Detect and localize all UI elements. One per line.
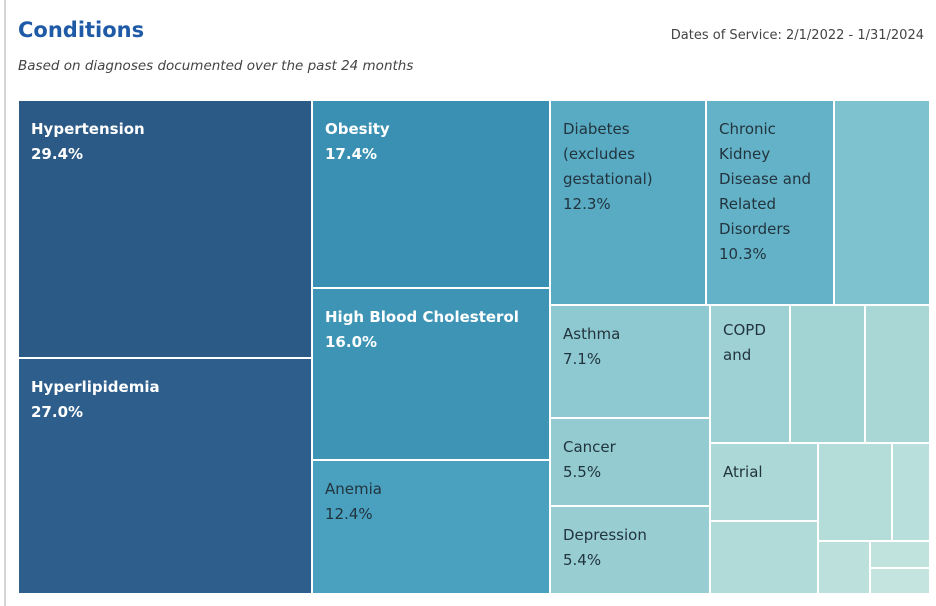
- title: Conditions: [18, 18, 145, 42]
- tile: [710, 521, 818, 594]
- tile: Chronic Kidney Disease and Related Disor…: [706, 100, 834, 305]
- subtitle: Based on diagnoses documented over the p…: [18, 58, 414, 74]
- tile: Hyperlipidemia 27.0%: [18, 358, 312, 594]
- tile: High Blood Cholesterol 16.0%: [312, 288, 550, 460]
- panel: [4, 0, 936, 606]
- tile-label: COPD and: [723, 321, 766, 364]
- tile-label: Atrial: [723, 463, 763, 481]
- tile: Atrial: [710, 443, 818, 521]
- tile: [818, 541, 870, 594]
- tile-value: 16.0%: [325, 333, 378, 351]
- tile: COPD and: [710, 305, 790, 443]
- tile-value: 5.5%: [563, 463, 602, 481]
- tile: Obesity 17.4%: [312, 100, 550, 288]
- tile: Anemia 12.4%: [312, 460, 550, 594]
- tile: [870, 568, 930, 594]
- tile-value: 12.4%: [325, 505, 373, 523]
- tile-label: Obesity: [325, 120, 390, 138]
- tile-label: Cancer: [563, 438, 616, 456]
- tile: [892, 443, 930, 541]
- tile: [865, 305, 930, 443]
- tile-label: Chronic Kidney Disease and Related Disor…: [719, 120, 811, 238]
- tile: Diabetes (excludes gestational) 12.3%: [550, 100, 706, 305]
- tile: Depression 5.4%: [550, 506, 710, 594]
- date-range: Dates of Service: 2/1/2022 - 1/31/2024: [670, 28, 924, 43]
- tile-value: 27.0%: [31, 403, 84, 421]
- tile-label: Anemia: [325, 480, 382, 498]
- tile-label: Diabetes (excludes gestational): [563, 120, 653, 188]
- tile-value: 5.4%: [563, 551, 602, 569]
- tile: [790, 305, 865, 443]
- tile-label: Depression: [563, 526, 647, 544]
- tile: [818, 443, 892, 541]
- tile-label: Hyperlipidemia: [31, 378, 160, 396]
- tile-value: 7.1%: [563, 350, 602, 368]
- tile-value: 29.4%: [31, 145, 84, 163]
- tile: Asthma 7.1%: [550, 305, 710, 418]
- tile: [870, 541, 930, 568]
- tile-value: 12.3%: [563, 195, 611, 213]
- tile-label: High Blood Cholesterol: [325, 308, 519, 326]
- tile-label: Hypertension: [31, 120, 145, 138]
- tile-value: 10.3%: [719, 245, 767, 263]
- tile: Hypertension 29.4%: [18, 100, 312, 358]
- tile-value: 17.4%: [325, 145, 378, 163]
- tile-label: Asthma: [563, 325, 621, 343]
- tile: Cancer 5.5%: [550, 418, 710, 506]
- tile: [834, 100, 930, 305]
